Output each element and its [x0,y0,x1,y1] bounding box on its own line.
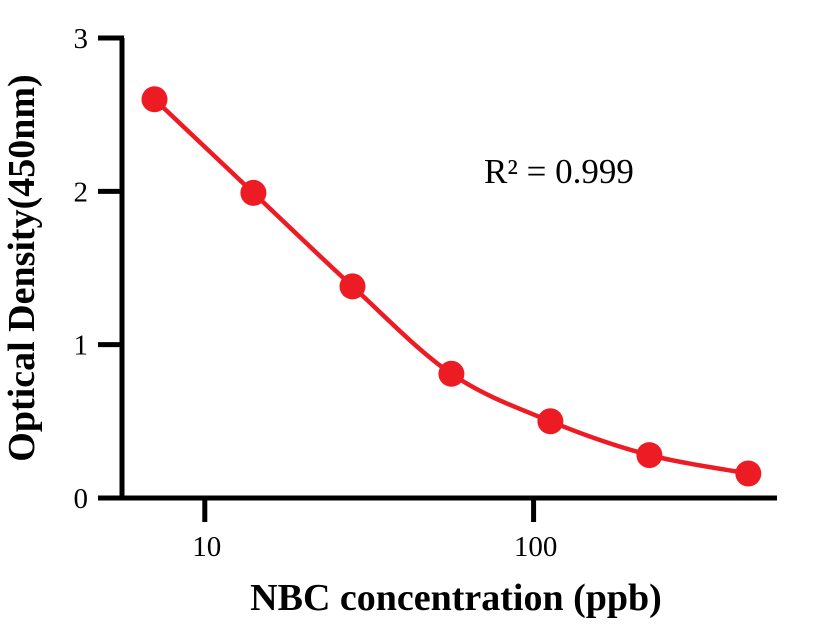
x-tick-label: 100 [514,531,558,563]
data-point [735,460,762,487]
axis-ticks [98,35,537,522]
x-axis-title: NBC concentration (ppb) [250,577,662,619]
data-point [636,442,663,469]
fit-curve [152,97,751,476]
y-tick-label: 2 [74,176,89,208]
y-tick-label: 3 [74,23,89,55]
axes [119,38,777,501]
r-squared-annotation: R² = 0.999 [484,152,634,191]
x-tick-label: 10 [192,531,221,563]
data-point [438,360,465,387]
data-point [339,273,366,300]
y-axis-title: Optical Density(450nm) [1,74,43,461]
data-series [141,86,762,487]
data-point [141,86,168,113]
y-tick-label: 0 [74,483,89,515]
axis-tick-labels: 0 1 2 3 10 100 [74,23,558,563]
y-tick-label: 1 [74,330,89,362]
data-point [537,408,564,435]
data-point [240,179,267,206]
